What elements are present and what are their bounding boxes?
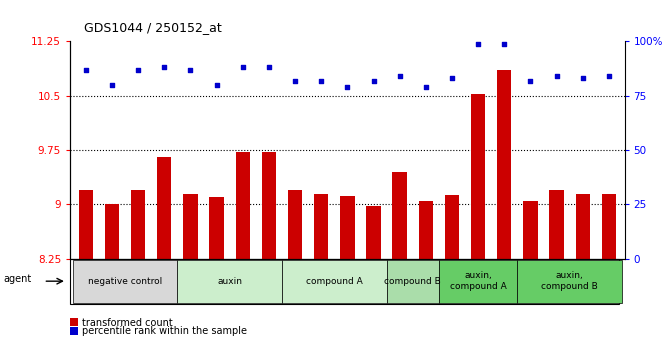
Point: [577, 76, 588, 81]
Point: [420, 84, 431, 90]
Bar: [393, 172, 407, 259]
Bar: [366, 206, 381, 259]
Bar: [602, 194, 616, 259]
Bar: [178, 260, 282, 303]
Point: [264, 65, 275, 70]
Point: [499, 41, 510, 46]
Point: [551, 73, 562, 79]
Text: compound A: compound A: [306, 277, 363, 286]
Point: [80, 67, 91, 72]
Point: [342, 84, 353, 90]
Bar: [236, 152, 250, 259]
Bar: [314, 194, 329, 259]
Point: [211, 82, 222, 88]
Text: compound B: compound B: [384, 277, 441, 286]
Text: percentile rank within the sample: percentile rank within the sample: [82, 326, 247, 336]
Bar: [549, 190, 564, 259]
Point: [107, 82, 118, 88]
Text: auxin,
compound B: auxin, compound B: [541, 272, 598, 291]
Point: [316, 78, 327, 83]
Bar: [131, 190, 146, 259]
Bar: [445, 195, 459, 259]
Bar: [523, 201, 538, 259]
Bar: [183, 194, 198, 259]
Bar: [471, 94, 486, 259]
Text: transformed count: transformed count: [82, 318, 173, 327]
Bar: [288, 190, 302, 259]
Bar: [282, 260, 387, 303]
Bar: [340, 196, 355, 259]
Point: [185, 67, 196, 72]
Bar: [79, 190, 93, 259]
Bar: [387, 260, 439, 303]
Text: auxin: auxin: [217, 277, 242, 286]
Text: negative control: negative control: [88, 277, 162, 286]
Point: [368, 78, 379, 83]
Bar: [105, 205, 119, 259]
Bar: [576, 194, 590, 259]
Bar: [262, 152, 276, 259]
Point: [394, 73, 405, 79]
Point: [525, 78, 536, 83]
Text: agent: agent: [3, 275, 31, 284]
Point: [237, 65, 248, 70]
Bar: [209, 197, 224, 259]
Point: [159, 65, 170, 70]
Bar: [73, 260, 178, 303]
Bar: [517, 260, 622, 303]
Point: [447, 76, 458, 81]
Text: GDS1044 / 250152_at: GDS1044 / 250152_at: [84, 21, 221, 34]
Point: [604, 73, 615, 79]
Point: [290, 78, 301, 83]
Bar: [157, 157, 172, 259]
Text: auxin,
compound A: auxin, compound A: [450, 272, 506, 291]
Bar: [419, 201, 433, 259]
Point: [473, 41, 484, 46]
Bar: [497, 70, 512, 259]
Bar: [439, 260, 517, 303]
Point: [133, 67, 144, 72]
